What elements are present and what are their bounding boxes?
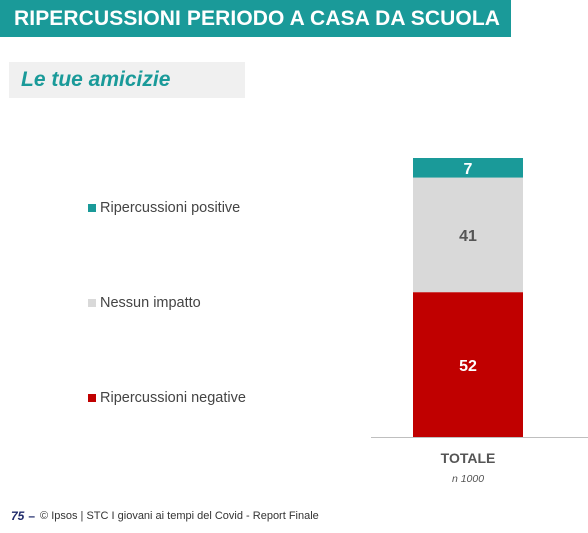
category-label: TOTALE <box>441 450 496 466</box>
data-label-negative: 52 <box>459 358 477 375</box>
legend-swatch-positive <box>88 204 96 212</box>
legend-item-positive: Ripercussioni positive <box>88 199 240 217</box>
subtitle-box: Le tue amicizie <box>9 62 245 98</box>
bar-segment-neutral <box>413 177 523 293</box>
legend-item-negative: Ripercussioni negative <box>88 389 246 407</box>
page-title: RIPERCUSSIONI PERIODO A CASA DA SCUOLA <box>14 7 501 30</box>
footer: 75 – © Ipsos | STC I giovani ai tempi de… <box>11 508 319 524</box>
bar-segment-positive <box>413 158 523 178</box>
data-label-positive: 7 <box>464 161 473 178</box>
section-subtitle: Le tue amicizie <box>21 68 171 91</box>
legend-label-neutral: Nessun impatto <box>100 295 201 311</box>
header-band: RIPERCUSSIONI PERIODO A CASA DA SCUOLA <box>0 0 511 37</box>
footer-text: © Ipsos | STC I giovani ai tempi del Cov… <box>40 510 319 522</box>
legend-item-neutral: Nessun impatto <box>88 294 201 312</box>
footer-dash: – <box>28 509 36 523</box>
data-label-neutral: 41 <box>459 228 477 245</box>
legend-label-negative: Ripercussioni negative <box>100 390 246 406</box>
legend-swatch-negative <box>88 394 96 402</box>
sample-size-note: n 1000 <box>452 473 484 485</box>
page-number: 75 <box>11 509 25 523</box>
bar-segment-negative <box>413 292 523 438</box>
legend-swatch-neutral <box>88 299 96 307</box>
legend-label-positive: Ripercussioni positive <box>100 200 241 216</box>
